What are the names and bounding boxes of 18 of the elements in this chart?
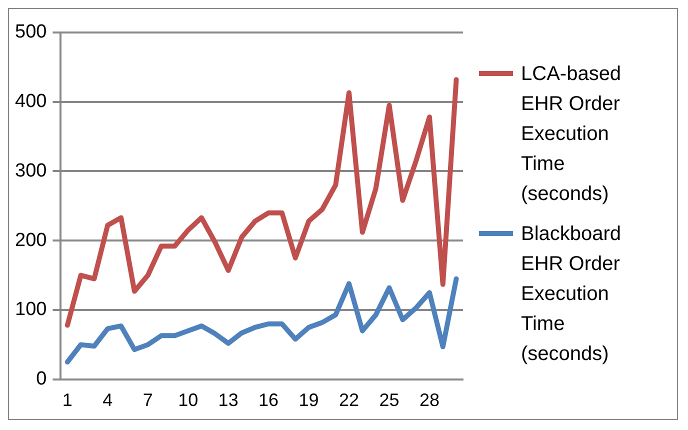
y-tick-label: 100 <box>15 299 47 320</box>
x-tick-label: 7 <box>142 390 153 410</box>
y-tick-label: 300 <box>15 160 47 182</box>
x-tick-label: 16 <box>258 390 279 410</box>
legend-label: LCA-based EHR Order Execution Time (seconds) <box>521 62 622 207</box>
x-tick-label: 13 <box>218 390 238 410</box>
x-tick-label: 10 <box>178 390 198 410</box>
legend-label: Blackboard EHR Order Execution Time (seconds) <box>521 222 622 367</box>
x-tick-label: 22 <box>339 390 360 410</box>
x-tick-label: 1 <box>62 390 72 410</box>
x-tick-label: 25 <box>379 390 400 410</box>
y-tick-label: 500 <box>15 22 47 43</box>
x-tick-label: 4 <box>102 390 113 410</box>
y-tick-label: 200 <box>15 230 47 251</box>
x-tick-label: 19 <box>298 390 319 410</box>
y-tick-label: 0 <box>36 368 47 390</box>
x-tick-label: 28 <box>419 390 440 410</box>
y-tick-label: 400 <box>15 91 47 112</box>
